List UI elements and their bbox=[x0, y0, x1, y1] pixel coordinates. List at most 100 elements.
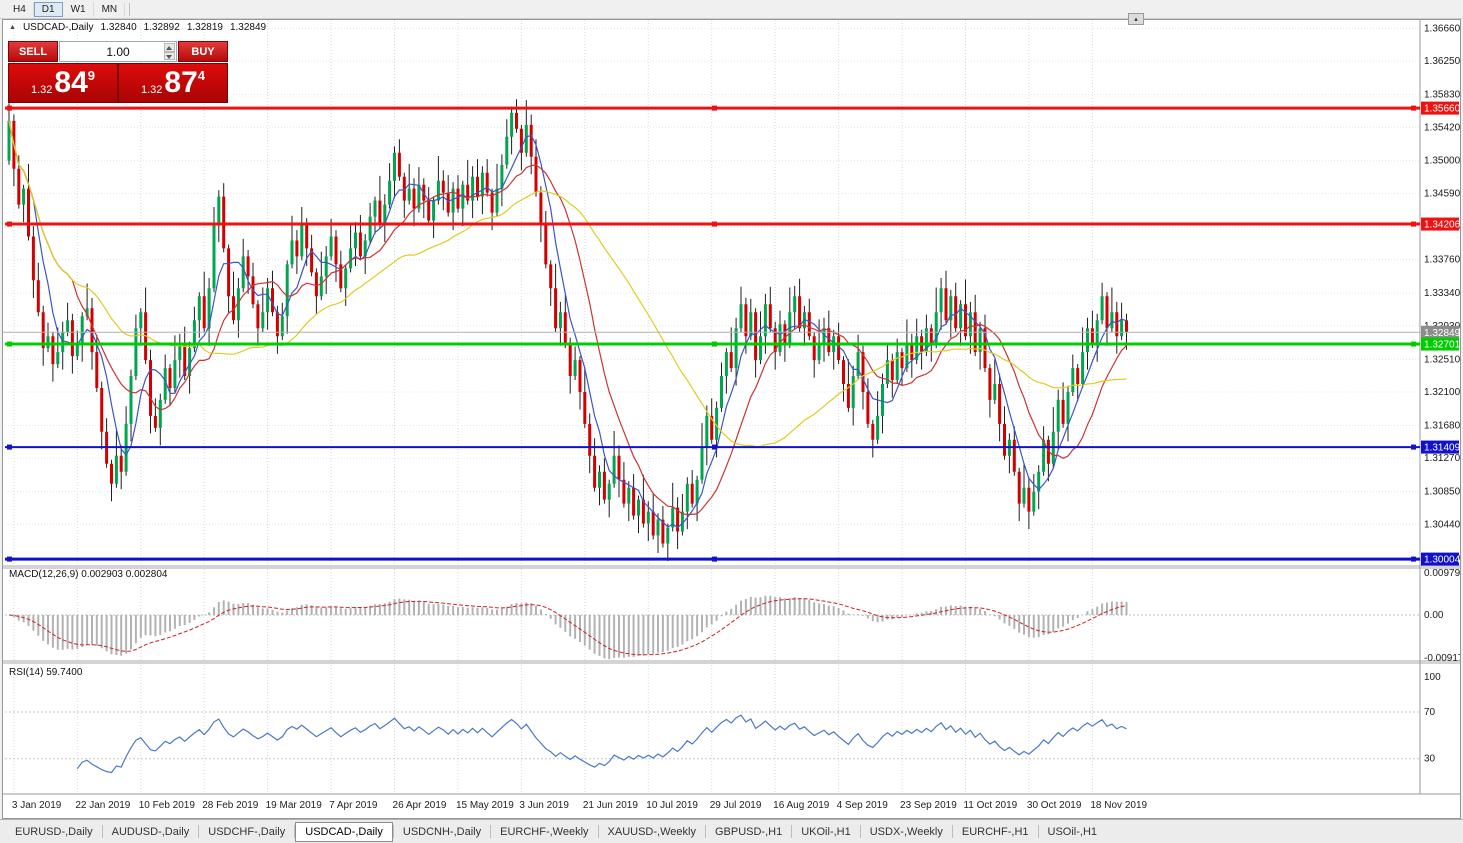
timeframe-mn-button[interactable]: MN bbox=[93, 1, 126, 17]
level-handle[interactable] bbox=[1411, 444, 1416, 450]
pane-separator[interactable] bbox=[3, 660, 1460, 664]
date-axis-label: 23 Sep 2019 bbox=[900, 800, 957, 811]
macd-axis-label: -0.009178 bbox=[1424, 653, 1460, 664]
price-axis-label: 1.30440 bbox=[1424, 519, 1460, 530]
tab-ukoil-h1[interactable]: UKOil-,H1 bbox=[801, 825, 851, 838]
tab-audusd-daily[interactable]: AUDUSD-,Daily bbox=[111, 825, 190, 838]
chart-symbol-icon: ▲ bbox=[9, 24, 16, 31]
one-click-top-row: SELL 1.00 BUY bbox=[8, 41, 228, 62]
price-badge bbox=[1421, 440, 1459, 454]
rsi-axis-label: 100 bbox=[1424, 672, 1441, 683]
level-handle[interactable] bbox=[712, 444, 717, 450]
level-handle[interactable] bbox=[7, 105, 12, 111]
buy-price-prefix: 1.32 bbox=[140, 84, 163, 96]
timeframe-h4-button[interactable]: H4 bbox=[5, 1, 34, 17]
pane-separator[interactable] bbox=[3, 565, 1460, 569]
tab-gbpusd-h1[interactable]: GBPUSD-,H1 bbox=[714, 825, 783, 838]
price-axis-label: 1.35420 bbox=[1424, 122, 1460, 133]
level-handle[interactable] bbox=[712, 221, 717, 227]
ohlc-low: 1.32819 bbox=[186, 22, 223, 33]
ma-40-line bbox=[8, 120, 1127, 448]
price-badge-label: 1.32849 bbox=[1424, 328, 1460, 339]
chart-window: 1.36660 1.36250 1.35830 1.35420 1.35000 1.345… bbox=[2, 19, 1461, 819]
tab-separator bbox=[101, 825, 103, 838]
sell-price-prefix: 1.32 bbox=[30, 84, 53, 96]
tab-separator bbox=[490, 825, 492, 838]
one-click-trading-panel: SELL 1.00 BUY 1.32 84 9 1.32 87 4 bbox=[8, 41, 228, 103]
price-badge-label: 1.31409 bbox=[1424, 443, 1460, 454]
tab-separator bbox=[1037, 825, 1039, 838]
timeframe-w1-button[interactable]: W1 bbox=[62, 1, 94, 17]
price-badge-label: 1.32701 bbox=[1424, 340, 1460, 351]
price-badge-label: 1.30004 bbox=[1424, 555, 1460, 566]
level-handle[interactable] bbox=[7, 444, 12, 450]
volume-value: 1.00 bbox=[106, 44, 130, 59]
chart-window-button[interactable]: ▴ bbox=[1128, 13, 1144, 25]
tab-separator bbox=[198, 825, 200, 838]
price-axis-label: 1.31680 bbox=[1424, 420, 1460, 431]
volume-down-icon[interactable] bbox=[164, 51, 175, 60]
date-axis-label: 11 Oct 2019 bbox=[963, 800, 1017, 811]
price-badge bbox=[1421, 217, 1459, 231]
level-handle[interactable] bbox=[1411, 105, 1416, 111]
date-axis-label: 21 Jun 2019 bbox=[583, 800, 638, 811]
date-axis-label: 26 Apr 2019 bbox=[393, 800, 447, 811]
price-axis-label: 1.33340 bbox=[1424, 288, 1460, 299]
level-handle[interactable] bbox=[7, 556, 12, 562]
level-handle[interactable] bbox=[712, 105, 717, 111]
date-axis-label: 28 Feb 2019 bbox=[202, 800, 259, 811]
date-axis-label: 7 Apr 2019 bbox=[329, 800, 378, 811]
sell-button[interactable]: SELL bbox=[8, 41, 58, 62]
tab-usdx-weekly[interactable]: USDX-,Weekly bbox=[869, 825, 943, 838]
tab-separator bbox=[859, 825, 861, 838]
tab-usdcad-daily[interactable]: USDCAD-,Daily bbox=[295, 821, 393, 842]
price-axis-label: 1.34590 bbox=[1424, 188, 1460, 199]
bull-candles bbox=[7, 112, 1124, 544]
macd-axis-label: 0.00 bbox=[1424, 610, 1444, 621]
tab-usdcnh-daily[interactable]: USDCNH-,Daily bbox=[402, 825, 482, 838]
date-axis-label: 3 Jan 2019 bbox=[12, 800, 62, 811]
date-axis-label: 10 Feb 2019 bbox=[139, 800, 196, 811]
toolbar-separator bbox=[129, 2, 131, 16]
level-handle[interactable] bbox=[1411, 341, 1416, 347]
chart-canvas[interactable]: 1.36660 1.36250 1.35830 1.35420 1.35000 1.345… bbox=[3, 20, 1460, 818]
price-badge-label: 1.34206 bbox=[1424, 220, 1460, 231]
tab-separator bbox=[704, 825, 706, 838]
rsi-line bbox=[76, 714, 1127, 774]
ma-6-line bbox=[8, 120, 1127, 529]
price-badge bbox=[1421, 552, 1459, 566]
grid-vertical bbox=[13, 20, 1093, 794]
level-handle[interactable] bbox=[712, 556, 717, 562]
level-handle[interactable] bbox=[7, 341, 12, 347]
sell-price-tile[interactable]: 1.32 84 9 bbox=[9, 64, 117, 102]
ohlc-open: 1.32840 bbox=[100, 22, 137, 33]
tab-eurchf-h1[interactable]: EURCHF-,H1 bbox=[961, 825, 1029, 838]
price-axis-label: 1.36250 bbox=[1424, 56, 1460, 67]
level-handle[interactable] bbox=[1411, 556, 1416, 562]
volume-up-icon[interactable] bbox=[164, 43, 175, 52]
timeframe-toolbar: H4 D1 W1 MN bbox=[0, 0, 1463, 19]
buy-price-tile[interactable]: 1.32 87 4 bbox=[119, 64, 227, 102]
date-axis-label: 30 Oct 2019 bbox=[1027, 800, 1082, 811]
buy-price-main: 87 bbox=[164, 66, 198, 99]
tab-usoil-h1[interactable]: USOil-,H1 bbox=[1047, 825, 1098, 838]
price-axis-label: 1.33760 bbox=[1424, 255, 1460, 266]
tab-separator bbox=[294, 825, 296, 838]
macd-label: MACD(12,26,9) 0.002903 0.002804 bbox=[9, 569, 168, 580]
volume-spinner[interactable] bbox=[164, 43, 175, 60]
volume-field[interactable]: 1.00 bbox=[59, 41, 177, 62]
level-handle[interactable] bbox=[7, 221, 12, 227]
tab-eurchf-weekly[interactable]: EURCHF-,Weekly bbox=[500, 825, 589, 838]
buy-button[interactable]: BUY bbox=[178, 41, 228, 62]
tab-usdchf-daily[interactable]: USDCHF-,Daily bbox=[208, 825, 286, 838]
tab-xauusd-weekly[interactable]: XAUUSD-,Weekly bbox=[607, 825, 696, 838]
price-axis-label: 1.36660 bbox=[1424, 23, 1460, 34]
ohlc-close: 1.32849 bbox=[229, 22, 267, 33]
level-handle[interactable] bbox=[712, 341, 717, 347]
timeframe-d1-button[interactable]: D1 bbox=[33, 1, 63, 17]
tab-separator bbox=[597, 825, 599, 838]
tab-eurusd-daily[interactable]: EURUSD-,Daily bbox=[15, 825, 93, 838]
price-badge bbox=[1421, 101, 1459, 115]
level-handle[interactable] bbox=[1411, 221, 1416, 227]
price-axis-label: 1.32510 bbox=[1424, 354, 1460, 365]
